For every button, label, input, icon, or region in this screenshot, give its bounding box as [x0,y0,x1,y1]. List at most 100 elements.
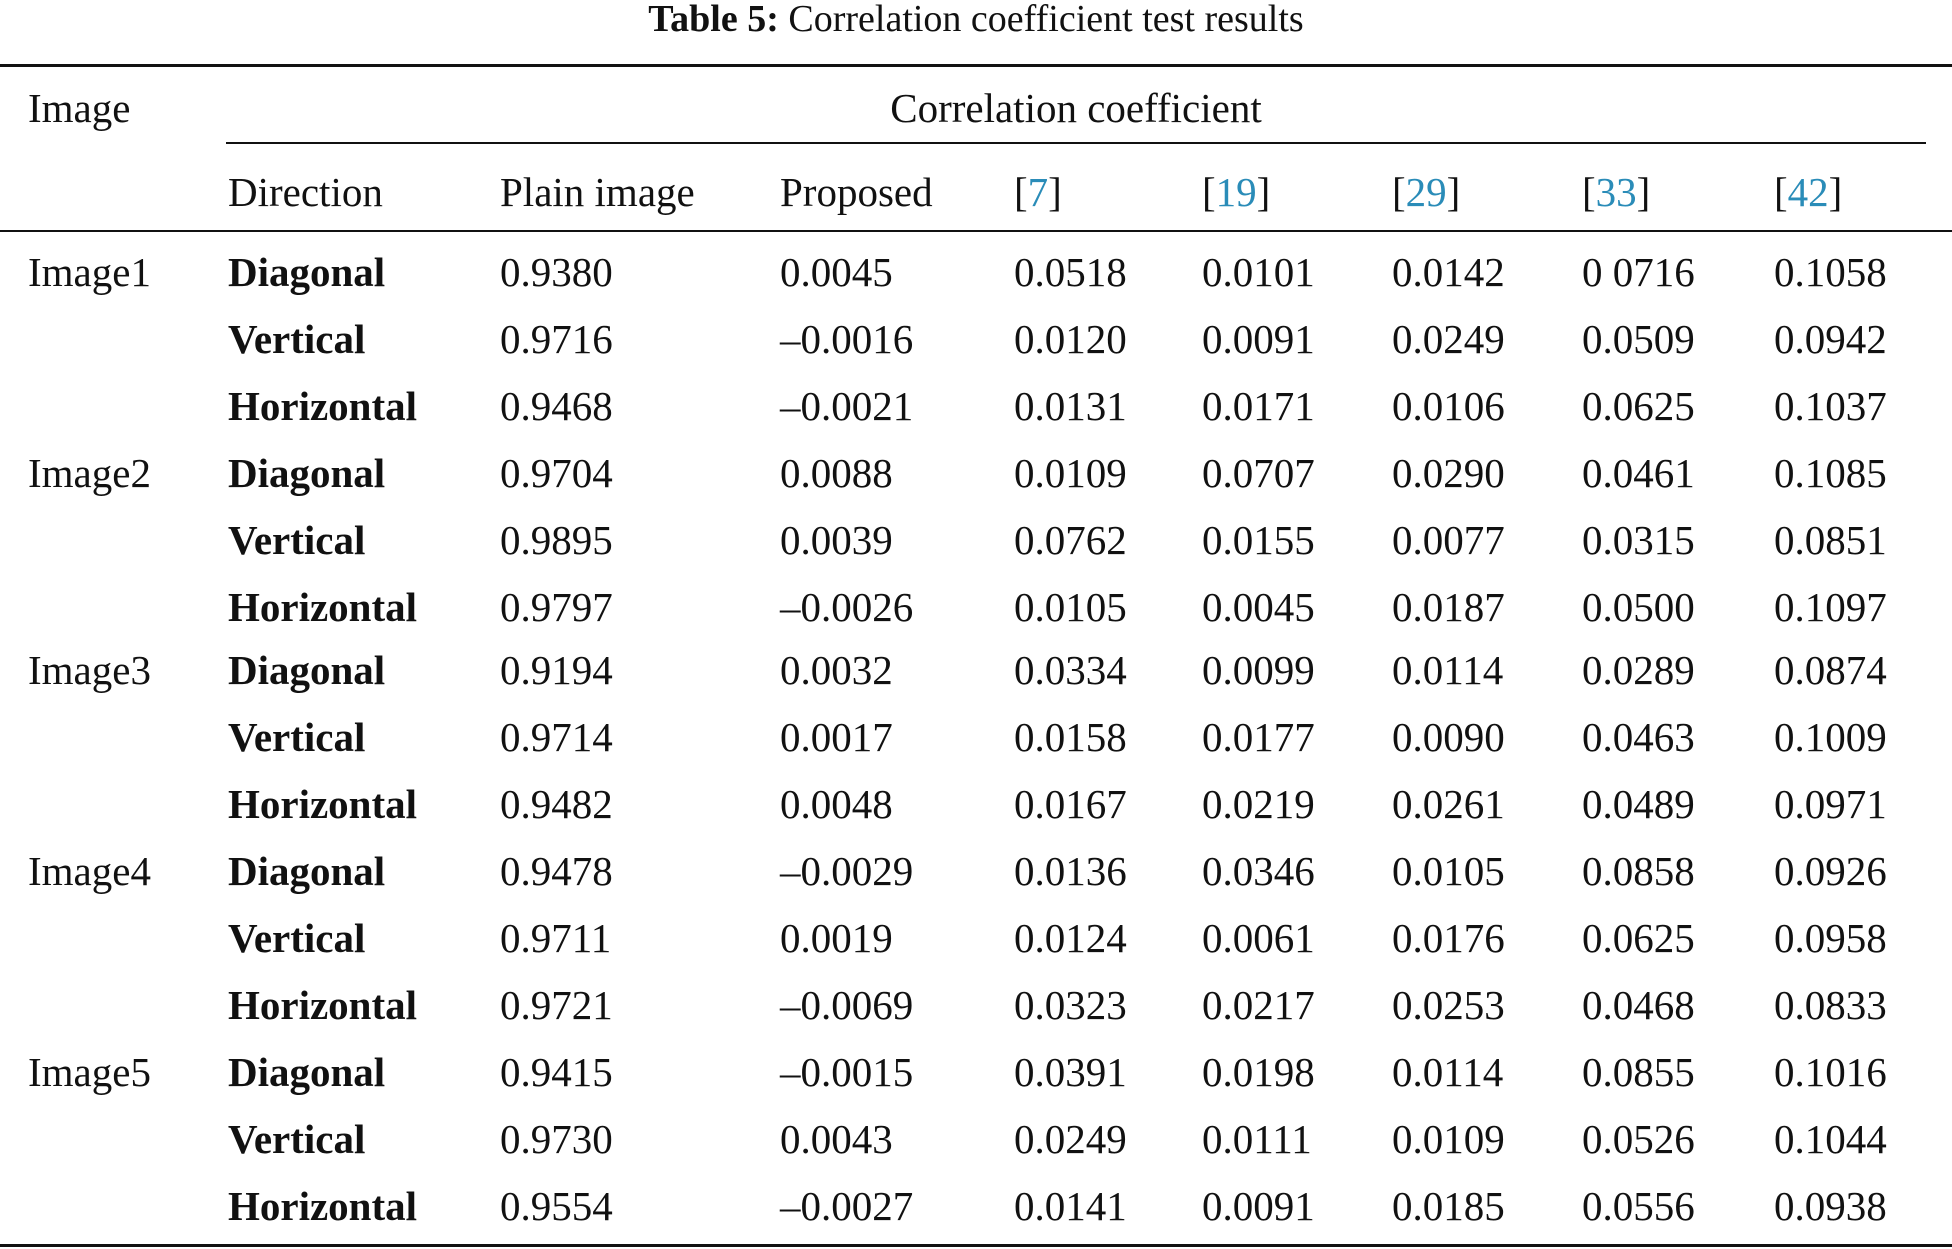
bottom-rule [0,1244,1952,1247]
header-rule [0,230,1952,232]
ref-link-19[interactable]: 19 [1215,169,1257,215]
cell-ref-33: 0.0468 [1582,982,1695,1028]
cell-ref-19: 0.0171 [1202,383,1315,429]
cell-plain: 0.9704 [500,450,613,496]
ref-link-29[interactable]: 29 [1405,169,1447,215]
cell-ref-42: 0.0938 [1774,1183,1887,1229]
cell-proposed: 0.0039 [780,517,893,563]
cell-ref-42: 0.0971 [1774,781,1887,827]
cell-ref-29: 0.0114 [1392,1049,1504,1095]
cell-plain: 0.9711 [500,915,612,961]
cell-image: Image3 [28,647,151,693]
cell-plain: 0.9895 [500,517,613,563]
cell-ref-42: 0.1085 [1774,450,1887,496]
cell-direction: Horizontal [228,781,418,827]
cell-ref-19: 0.0061 [1202,915,1315,961]
cell-ref-7: 0.0762 [1014,517,1127,563]
cell-plain: 0.9716 [500,316,613,362]
group-rule [226,142,1926,144]
cell-ref-29: 0.0142 [1392,249,1505,295]
ref-link-42[interactable]: 42 [1787,169,1829,215]
cell-plain: 0.9797 [500,584,613,630]
cell-ref-19: 0.0219 [1202,781,1315,827]
cell-plain: 0.9482 [500,781,613,827]
cell-ref-33: 0.0500 [1582,584,1695,630]
cell-ref-29: 0.0249 [1392,316,1505,362]
cell-ref-33: 0.0556 [1582,1183,1695,1229]
cell-ref-7: 0.0105 [1014,584,1127,630]
cell-plain: 0.9714 [500,714,613,760]
cell-proposed: 0.0045 [780,249,893,295]
cell-direction: Horizontal [228,1183,418,1229]
cell-ref-42: 0.1097 [1774,584,1887,630]
header-plain-image: Plain image [500,169,695,215]
cell-plain: 0.9554 [500,1183,613,1229]
cell-direction: Horizontal [228,982,418,1028]
cell-proposed: –0.0027 [780,1183,914,1229]
cell-direction: Diagonal [228,1049,386,1095]
table-caption-label: Table 5: [648,0,779,40]
cell-ref-42: 0.1044 [1774,1116,1887,1162]
cell-plain: 0.9194 [500,647,613,693]
cell-ref-33: 0.0625 [1582,383,1695,429]
cell-ref-7: 0.0158 [1014,714,1127,760]
table-caption-text: Correlation coefficient test results [788,0,1304,40]
cell-proposed: 0.0017 [780,714,893,760]
cell-ref-19: 0.0707 [1202,450,1315,496]
cell-direction: Vertical [228,714,366,760]
header-ref-19: [19] [1202,169,1271,215]
cell-plain: 0.9468 [500,383,613,429]
cell-ref-19: 0.0091 [1202,316,1315,362]
cell-plain: 0.9730 [500,1116,613,1162]
cell-ref-29: 0.0106 [1392,383,1505,429]
cell-direction: Diagonal [228,848,386,894]
cell-ref-19: 0.0101 [1202,249,1315,295]
cell-ref-19: 0.0045 [1202,584,1315,630]
cell-ref-29: 0.0077 [1392,517,1505,563]
cell-ref-33: 0.0463 [1582,714,1695,760]
cell-plain: 0.9380 [500,249,613,295]
cell-proposed: –0.0029 [780,848,914,894]
cell-ref-33: 0.0625 [1582,915,1695,961]
cell-ref-7: 0.0518 [1014,249,1127,295]
cell-ref-33: 0.0526 [1582,1116,1695,1162]
cell-ref-7: 0.0131 [1014,383,1127,429]
cell-direction: Vertical [228,316,366,362]
cell-proposed: 0.0088 [780,450,893,496]
top-rule [0,64,1952,67]
cell-ref-42: 0.0851 [1774,517,1887,563]
cell-ref-29: 0.0185 [1392,1183,1505,1229]
cell-ref-19: 0.0346 [1202,848,1315,894]
ref-link-7[interactable]: 7 [1027,169,1049,215]
cell-ref-7: 0.0136 [1014,848,1127,894]
cell-ref-29: 0.0261 [1392,781,1505,827]
cell-ref-42: 0.1016 [1774,1049,1887,1095]
cell-ref-42: 0.0874 [1774,647,1887,693]
cell-direction: Horizontal [228,584,418,630]
cell-ref-29: 0.0253 [1392,982,1505,1028]
cell-ref-42: 0.0833 [1774,982,1887,1028]
cell-ref-29: 0.0109 [1392,1116,1505,1162]
cell-direction: Vertical [228,915,366,961]
cell-image: Image4 [28,848,151,894]
cell-ref-42: 0.0942 [1774,316,1887,362]
header-image: Image [28,85,131,131]
ref-link-33[interactable]: 33 [1595,169,1637,215]
cell-ref-42: 0.0958 [1774,915,1887,961]
cell-ref-33: 0.0855 [1582,1049,1695,1095]
cell-ref-19: 0.0091 [1202,1183,1315,1229]
cell-plain: 0.9721 [500,982,613,1028]
cell-ref-33: 0.0461 [1582,450,1695,496]
cell-image: Image5 [28,1049,151,1095]
cell-ref-29: 0.0105 [1392,848,1505,894]
header-correlation-group: Correlation coefficient [890,85,1262,131]
cell-image: Image2 [28,450,151,496]
cell-ref-7: 0.0109 [1014,450,1127,496]
cell-proposed: 0.0043 [780,1116,893,1162]
cell-ref-42: 0.1037 [1774,383,1887,429]
cell-ref-19: 0.0177 [1202,714,1315,760]
table-caption: Table 5: Correlation coefficient test re… [0,0,1952,40]
header-ref-7: [7] [1014,169,1062,215]
cell-ref-33: 0.0858 [1582,848,1695,894]
cell-plain: 0.9478 [500,848,613,894]
